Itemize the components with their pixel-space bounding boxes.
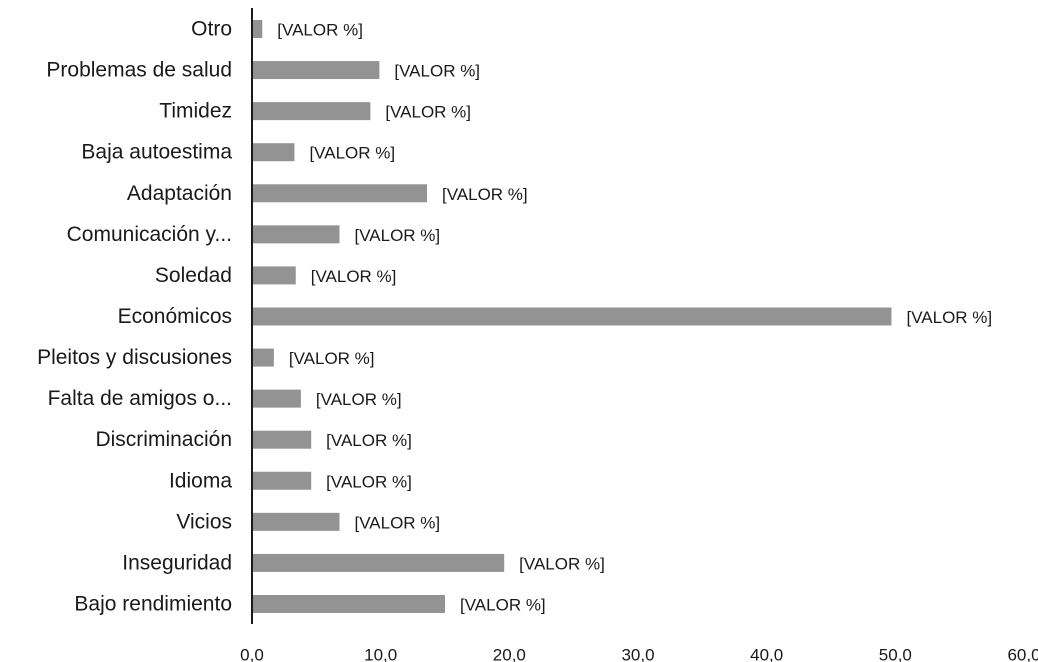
category-label: Soledad xyxy=(155,264,232,287)
category-label: Falta de amigos o... xyxy=(48,387,232,410)
category-label: Económicos xyxy=(118,305,232,328)
bar xyxy=(252,20,263,38)
x-tick-label: 40,0 xyxy=(750,646,783,662)
data-label: [VALOR %] xyxy=(311,267,397,286)
bar xyxy=(252,266,296,285)
category-label: Baja autoestima xyxy=(81,141,232,164)
bar xyxy=(252,430,312,449)
data-label: [VALOR %] xyxy=(460,595,546,614)
category-label: Inseguridad xyxy=(122,551,232,574)
data-label: [VALOR %] xyxy=(354,513,440,532)
data-label: [VALOR %] xyxy=(277,21,363,40)
category-label: Discriminación xyxy=(95,428,232,451)
data-label: [VALOR %] xyxy=(442,185,528,204)
bar xyxy=(252,61,380,80)
bar xyxy=(252,594,445,613)
category-label: Adaptación xyxy=(127,182,232,205)
x-tick-label: 0,0 xyxy=(240,646,264,662)
bar xyxy=(252,225,340,244)
x-tick-label: 20,0 xyxy=(493,646,526,662)
data-labels-group: [VALOR %] [VALOR %] [VALOR %] [VALOR %] [VAL… xyxy=(277,21,992,615)
x-tick-label: 50,0 xyxy=(879,646,912,662)
category-label: Bajo rendimiento xyxy=(74,592,232,615)
category-labels-group: Otro Problemas de salud Timidez Baja autoes… xyxy=(37,18,232,616)
data-label: [VALOR %] xyxy=(906,308,992,327)
x-tick-label: 30,0 xyxy=(621,646,654,662)
x-tick-label: 10,0 xyxy=(364,646,397,662)
bars-group xyxy=(252,20,892,613)
bar xyxy=(252,512,340,531)
data-label: [VALOR %] xyxy=(289,349,375,368)
data-label: [VALOR %] xyxy=(354,226,440,245)
data-label: [VALOR %] xyxy=(326,431,412,450)
data-label: [VALOR %] xyxy=(385,103,471,122)
bar xyxy=(252,143,295,162)
category-label: Pleitos y discusiones xyxy=(37,346,232,369)
bar xyxy=(252,102,371,121)
category-label: Problemas de salud xyxy=(46,59,232,82)
category-label: Comunicación y... xyxy=(67,223,232,246)
data-label: [VALOR %] xyxy=(309,144,395,163)
category-label: Otro xyxy=(191,18,232,41)
x-tick-labels-group: 0,0 10,0 20,0 30,0 40,0 50,0 60,0 xyxy=(240,646,1038,662)
data-label: [VALOR %] xyxy=(316,390,402,409)
bar xyxy=(252,348,274,367)
category-label: Idioma xyxy=(169,469,232,492)
bar xyxy=(252,184,427,203)
bar xyxy=(252,389,301,408)
category-label: Vicios xyxy=(176,510,232,533)
bar xyxy=(252,307,892,326)
bar xyxy=(252,553,505,572)
data-label: [VALOR %] xyxy=(326,472,412,491)
data-label: [VALOR %] xyxy=(519,554,605,573)
data-label: [VALOR %] xyxy=(394,62,480,81)
x-tick-label: 60,0 xyxy=(1007,646,1038,662)
category-label: Timidez xyxy=(159,100,232,123)
bar xyxy=(252,471,312,490)
